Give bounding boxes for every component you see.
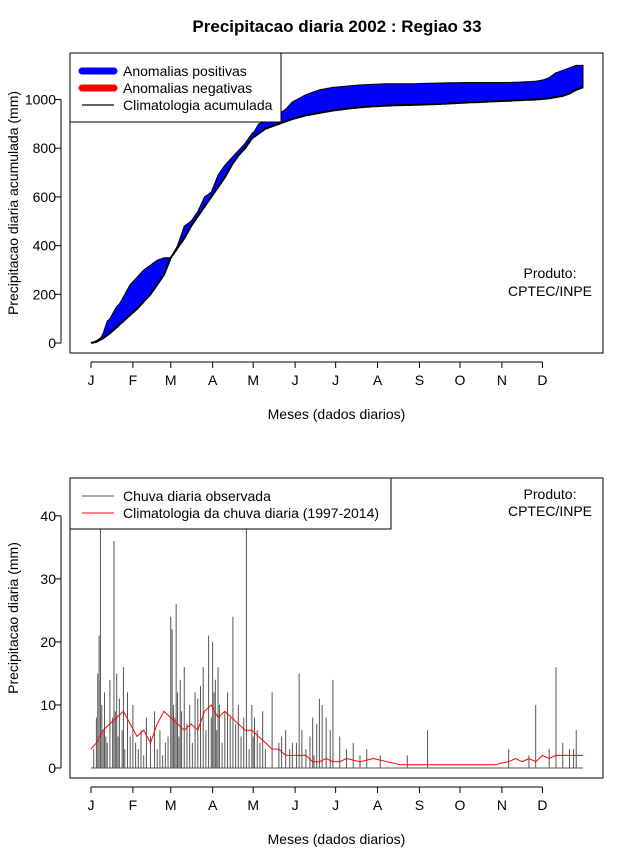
chart1-note-line1: Produto: [524,265,577,281]
chart2-note-line1: Produto: [524,486,577,502]
chart1-x-tick-label: J [292,372,299,388]
chart2-legend-label: Chuva diaria observada [123,488,271,504]
chart1-x-tick-label: A [373,372,383,388]
chart2-y-tick-label: 20 [40,634,56,650]
chart2-x-tick-label: A [208,797,218,813]
chart2-y-axis-label: Precipitacao diaria (mm) [5,542,21,694]
chart2-y-tick-label: 40 [40,508,56,524]
negative-anomaly-area [91,87,583,343]
chart1-legend-label: Climatologia acumulada [123,97,273,113]
chart1-plot-frame [69,52,604,354]
chart1-note-line2: CPTEC/INPE [508,283,592,299]
climatology-daily-rain-line [90,704,583,766]
climatology-accumulated-line [90,86,584,344]
chart2-x-tick-label: D [537,797,547,813]
chart1-legend-label: Anomalias positivas [123,63,247,79]
chart1-y-tick-label: 1000 [25,92,56,108]
chart2-x-tick-label: J [332,797,339,813]
chart1-y-tick-label: 200 [33,286,57,302]
chart-title: Precipitacao diaria 2002 : Regiao 33 [192,17,481,36]
chart1-y-tick-label: 400 [33,238,57,254]
chart1-x-tick-label: O [455,372,466,388]
chart2-x-tick-label: N [497,797,507,813]
chart1-y-axis-label: Precipitacao diaria acumulada (mm) [5,91,21,315]
chart1-x-tick-label: N [497,372,507,388]
chart1-x-tick-label: J [88,372,95,388]
chart2-y-tick-label: 30 [40,571,56,587]
chart1-x-tick-label: D [537,372,547,388]
chart1-x-tick-label: F [129,372,138,388]
chart2-legend-label: Climatologia da chuva diaria (1997-2014) [123,505,379,521]
chart2-x-tick-label: M [165,797,177,813]
chart2-note-line2: CPTEC/INPE [508,503,592,519]
chart2-bars [93,484,577,768]
chart1-x-tick-label: M [165,372,177,388]
chart2-x-tick-label: J [88,797,95,813]
chart1-legend-label: Anomalias negativas [123,80,252,96]
chart2-y-tick-label: 10 [40,697,56,713]
chart1-x-tick-label: J [332,372,339,388]
chart2-x-tick-label: M [247,797,259,813]
chart2-x-tick-label: S [415,797,424,813]
chart2-x-tick-label: A [373,797,383,813]
chart2-x-tick-label: O [455,797,466,813]
chart1-x-axis-label: Meses (dados diarios) [268,406,406,422]
chart1-x-tick-label: S [415,372,424,388]
chart1-y-tick-label: 600 [33,189,57,205]
chart1-y-tick-label: 800 [33,140,57,156]
chart2-x-tick-label: J [292,797,299,813]
chart2-y-tick-label: 0 [48,760,56,776]
chart2-x-axis-label: Meses (dados diarios) [268,831,406,847]
chart2-x-tick-label: F [129,797,138,813]
chart2-legend-box [69,477,392,530]
chart1-y-tick-label: 0 [48,335,56,351]
chart1-x-tick-label: M [247,372,259,388]
chart1-x-tick-label: A [208,372,218,388]
